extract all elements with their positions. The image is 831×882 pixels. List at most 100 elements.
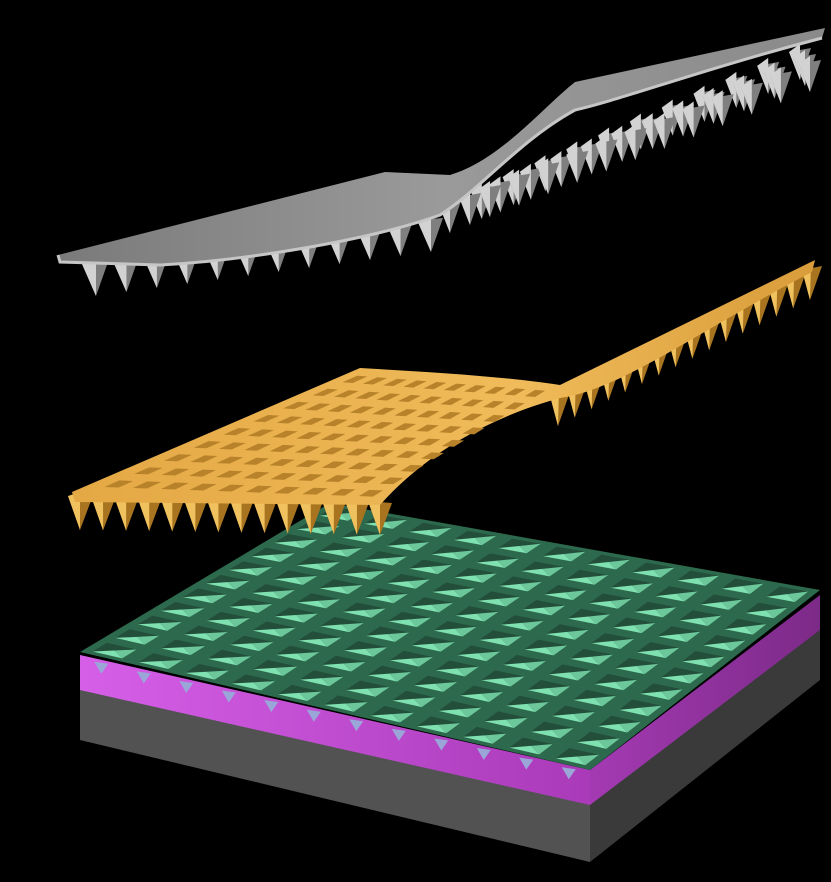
pyramid-face [481,678,511,687]
pyramid-face [506,717,528,728]
pyramid-face [250,566,273,576]
pyramid-face [591,654,613,665]
gold-well [345,448,370,456]
pyramid-face [500,636,522,646]
pyramid-face [341,535,371,543]
pyramid-face [500,622,530,631]
pyramid-face [524,647,554,656]
pyramid-face [653,567,675,578]
pyramid-face [392,698,422,708]
gold-well [461,413,483,421]
pyramid-face [655,607,677,618]
pyramid-face [137,635,160,645]
pyramid-face [386,593,408,604]
pyramid-face [252,629,282,637]
magenta-layer-front [80,655,590,805]
pyramid-tip [519,757,534,770]
mold-spike [595,135,607,172]
pyramid-face [363,533,385,543]
pyramid-face [655,593,685,602]
pyramid-face [251,642,274,652]
mold-spike [624,124,636,161]
gold-well [358,489,384,497]
gold-well [242,457,270,465]
pyramid-face [229,656,252,666]
gold-well [400,464,424,472]
gold-well [193,441,222,449]
pyramid-face [587,574,609,585]
pyramid-face [319,637,342,647]
pyramid-face [364,595,394,604]
pyramid-tip [561,767,576,780]
gold-well [416,424,439,432]
gold-well [346,420,371,428]
gold-well [189,483,217,491]
pyramid-face [459,693,490,702]
pyramid-face [703,642,732,651]
pyramid-face [408,579,430,589]
mold-spike [611,125,623,162]
pyramid-face [588,614,611,625]
pyramid-tip [264,700,279,713]
pyramid-face [273,577,303,585]
gold-well [327,404,353,412]
pyramid-face [552,728,574,739]
gold-well [312,388,339,397]
mold-spike [740,78,752,115]
gold-well [334,390,359,398]
pyramid-face [389,658,420,667]
gold-well [352,476,377,484]
pyramid-face [594,682,624,691]
pyramid-face [345,688,376,697]
pyramid-face [542,553,572,562]
pyramid-face [409,617,432,628]
pyramid-face [530,729,561,739]
gold-well [216,470,243,478]
pyramid-face [207,670,229,680]
pyramid-face [320,624,350,633]
pyramid-face [567,616,597,625]
pyramid-face [296,563,326,571]
pyramid-face [295,575,318,585]
pyramid-face [367,687,390,697]
pyramid-face [524,660,546,671]
pyramid-face [321,676,344,687]
gold-well [342,375,368,383]
pyramid-face [363,570,385,580]
gold-well [296,432,322,440]
pyramid-face [509,745,540,755]
pyramid-face [296,613,319,623]
pyramid-face [567,629,589,640]
pyramid-face [454,575,483,583]
gold-well [372,407,396,415]
pyramid-face [438,723,461,734]
gold-well [438,412,462,420]
mold-spike [769,67,781,104]
pyramid-face [159,622,182,631]
pyramid-face [564,551,586,562]
pyramid-tip [434,738,449,751]
gold-spike [252,495,265,534]
pyramid-face [205,632,228,641]
mold-spike [733,75,745,112]
gold-well [464,385,486,393]
pyramid-tip [94,661,109,674]
pyramid-face [589,600,618,609]
pyramid-tip [349,719,364,732]
pyramid-face [160,609,190,618]
pyramid-face [407,542,430,552]
pyramid-face [273,589,295,599]
gold-well [362,377,388,385]
pyramid-face [587,562,617,570]
pyramid-face [250,603,273,613]
gold-spike [321,496,334,535]
mold-spike [682,101,694,138]
mold-spike [711,90,723,127]
pyramid-face [610,598,632,609]
pyramid-face [413,697,436,708]
mold-spike [479,181,490,217]
pyramid-face [657,634,687,643]
pyramid-face [519,543,541,554]
pyramid-tip [391,728,406,741]
pyramid-face [389,672,412,682]
